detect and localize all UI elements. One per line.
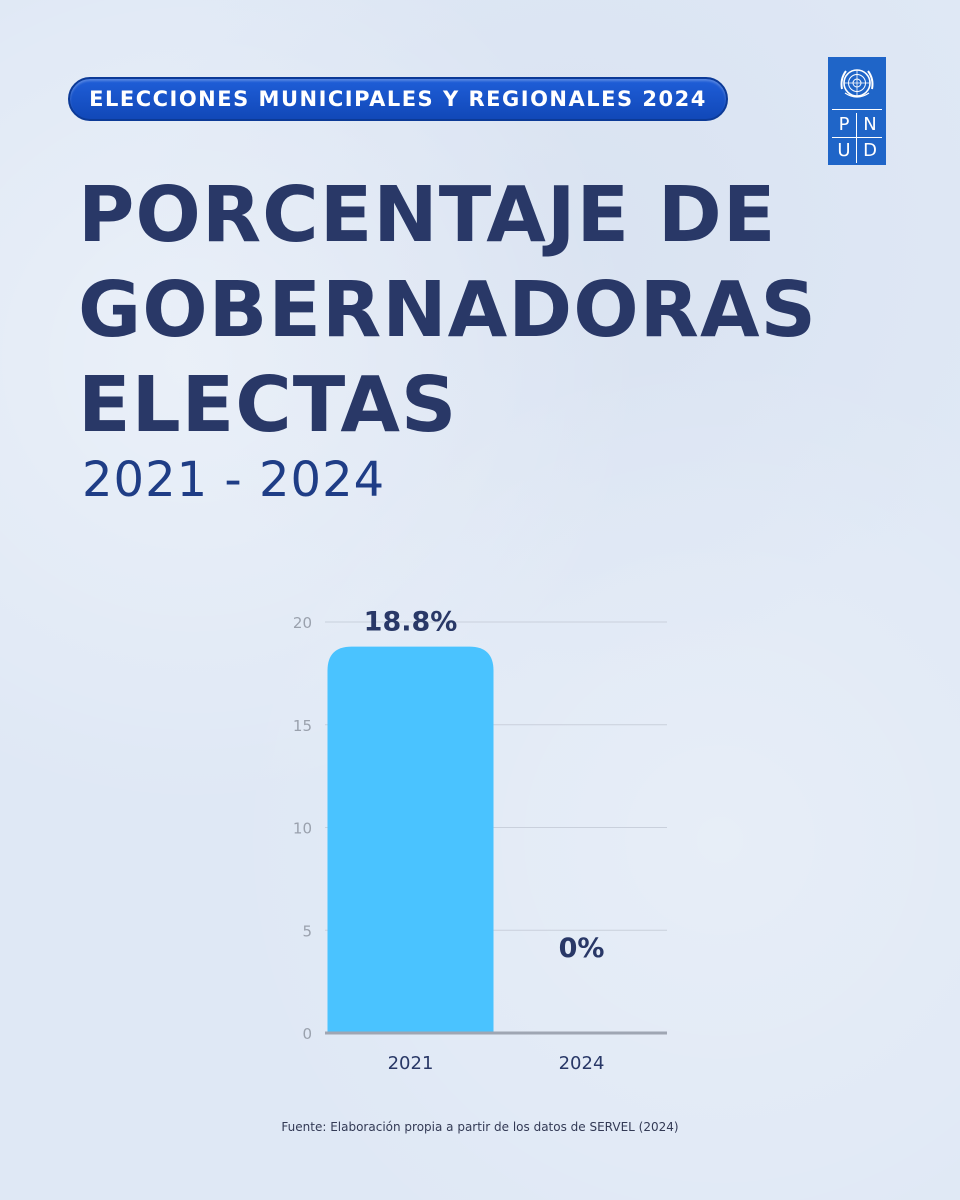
data-label: 18.8% bbox=[364, 607, 458, 638]
y-tick-label: 0 bbox=[302, 1025, 312, 1043]
data-label: 0% bbox=[559, 933, 605, 964]
y-tick-label: 10 bbox=[293, 820, 312, 838]
logo-letter-p: P bbox=[838, 114, 850, 135]
page-title: PORCENTAJE DE GOBERNADORAS ELECTAS bbox=[78, 168, 938, 453]
logo-divider-vertical bbox=[856, 113, 857, 163]
logo-letter-u: U bbox=[837, 140, 851, 161]
event-pill-label: ELECCIONES MUNICIPALES Y REGIONALES 2024 bbox=[89, 87, 707, 111]
event-pill: ELECCIONES MUNICIPALES Y REGIONALES 2024 bbox=[68, 77, 728, 121]
title-line-2: GOBERNADORAS bbox=[78, 266, 817, 355]
title-line-1: PORCENTAJE DE bbox=[78, 171, 777, 260]
page-subtitle: 2021 - 2024 bbox=[82, 452, 386, 508]
un-emblem-icon bbox=[840, 69, 874, 98]
logo-letter-d: D bbox=[863, 140, 877, 161]
logo-divider-top bbox=[832, 109, 882, 110]
bar bbox=[327, 646, 494, 1033]
source-note: Fuente: Elaboración propia a partir de l… bbox=[281, 1120, 679, 1134]
pnud-logo: P N U D bbox=[828, 57, 886, 165]
title-line-3: ELECTAS bbox=[78, 361, 458, 450]
y-tick-label: 15 bbox=[293, 717, 312, 735]
logo-divider-middle bbox=[832, 137, 882, 138]
y-tick-label: 20 bbox=[293, 614, 312, 632]
logo-letter-n: N bbox=[863, 114, 877, 135]
y-tick-label: 5 bbox=[302, 922, 312, 940]
x-tick-label: 2021 bbox=[388, 1053, 434, 1074]
x-tick-label: 2024 bbox=[559, 1053, 605, 1074]
